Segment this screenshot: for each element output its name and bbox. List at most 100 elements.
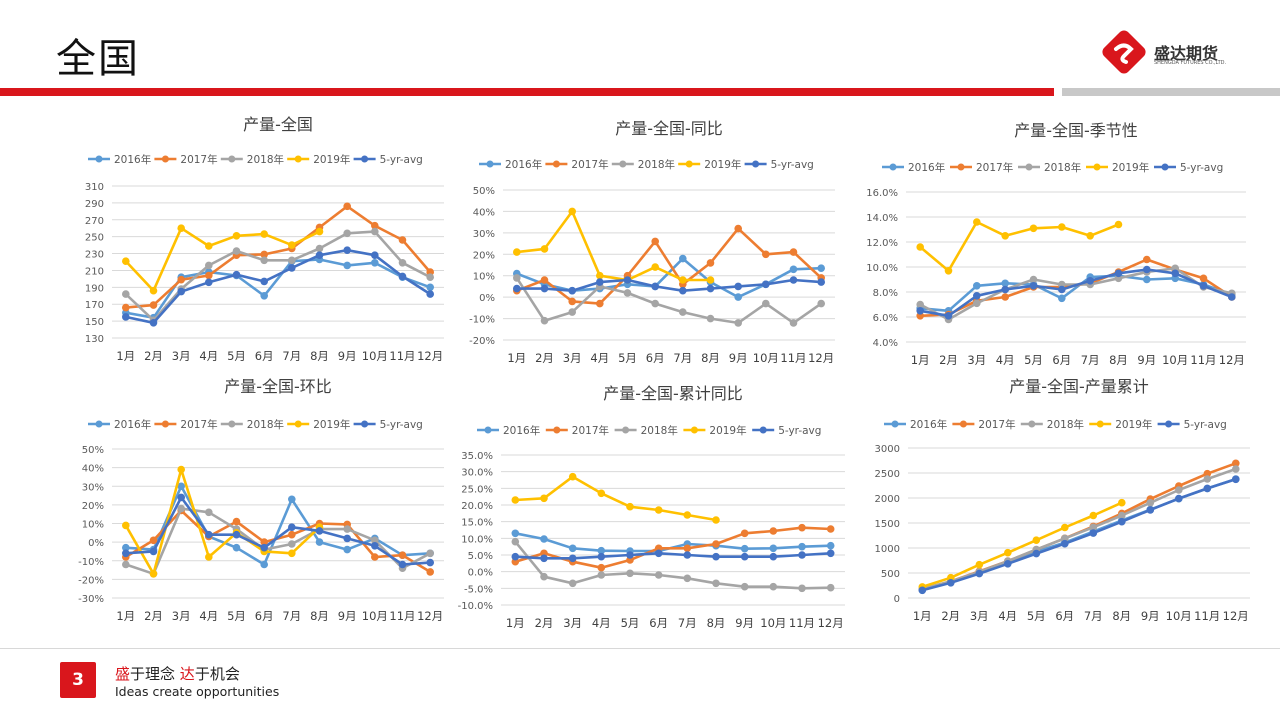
chart-6: 产量-全国-产量累计 2016年 2017年 2018年 2019年 5-yr-avg 0 5… xyxy=(875,377,1250,623)
data-point xyxy=(1029,224,1038,233)
data-point xyxy=(260,543,268,552)
data-point xyxy=(817,264,825,272)
data-point xyxy=(540,276,549,284)
legend-marker xyxy=(957,163,965,171)
data-point xyxy=(426,273,435,281)
data-point xyxy=(232,232,241,240)
data-point xyxy=(1143,275,1151,284)
y-tick-label: -10% xyxy=(469,315,495,326)
x-tick-label: 11月 xyxy=(389,609,415,623)
legend-marker xyxy=(161,155,169,163)
x-tick-label: 3月 xyxy=(172,349,191,363)
y-tick-label: 35.0% xyxy=(461,451,493,462)
data-point xyxy=(149,319,158,327)
brand-subtitle: SHENGDA FUTURES CO.,LTD. xyxy=(1154,60,1227,66)
y-tick-label: -10.0% xyxy=(458,601,493,612)
x-tick-label: 10月 xyxy=(753,351,779,365)
data-point xyxy=(654,506,663,514)
legend-label: 5-yr-avg xyxy=(1180,162,1223,174)
x-tick-label: 5月 xyxy=(1024,353,1043,367)
data-point xyxy=(122,290,130,298)
series-line xyxy=(921,478,1237,592)
data-point xyxy=(769,552,778,561)
legend-marker xyxy=(1165,420,1173,428)
series-line xyxy=(516,210,711,282)
data-point xyxy=(371,221,379,230)
x-tick-label: 11月 xyxy=(780,351,806,365)
x-tick-label: 1月 xyxy=(913,609,932,623)
series-line xyxy=(125,205,432,309)
x-tick-label: 12月 xyxy=(808,351,834,365)
data-point xyxy=(1086,277,1094,285)
data-point xyxy=(762,299,770,308)
data-point xyxy=(1175,486,1183,494)
data-point xyxy=(1029,282,1038,290)
data-point xyxy=(975,569,984,578)
data-point xyxy=(1004,560,1012,568)
y-tick-label: 4.0% xyxy=(873,338,898,349)
data-point xyxy=(288,264,296,272)
x-tick-label: 6月 xyxy=(646,351,665,365)
x-tick-label: 10月 xyxy=(362,609,388,623)
legend-label: 2018年 xyxy=(247,153,284,166)
x-tick-label: 12月 xyxy=(818,616,844,630)
data-point xyxy=(1146,506,1155,514)
legend-label: 2016年 xyxy=(505,158,542,171)
data-point xyxy=(1061,534,1069,543)
data-point xyxy=(540,554,548,563)
data-point xyxy=(371,259,379,267)
data-point xyxy=(1032,536,1041,544)
data-point xyxy=(973,299,981,308)
data-point xyxy=(232,247,241,255)
x-tick-label: 5月 xyxy=(1027,609,1046,623)
data-point xyxy=(826,583,835,592)
chart-title: 产量-全国-环比 xyxy=(224,377,332,396)
series-line xyxy=(514,526,831,569)
data-point xyxy=(1175,494,1183,503)
data-point xyxy=(712,516,720,524)
data-point xyxy=(789,265,798,274)
y-tick-label: 50% xyxy=(82,445,104,456)
data-point xyxy=(540,572,548,581)
legend-marker xyxy=(959,420,967,428)
data-point xyxy=(789,248,798,256)
x-tick-label: 8月 xyxy=(707,616,726,630)
data-point xyxy=(232,543,241,552)
y-tick-label: 130 xyxy=(85,334,104,345)
data-point xyxy=(597,571,606,579)
data-point xyxy=(260,277,268,286)
series-line xyxy=(124,230,431,322)
legend-marker xyxy=(228,155,236,163)
y-tick-label: 2500 xyxy=(875,469,900,480)
data-point xyxy=(597,552,606,561)
data-point xyxy=(513,274,521,282)
data-point xyxy=(1089,523,1098,532)
data-point xyxy=(826,549,835,558)
series-line xyxy=(514,540,831,590)
slogan-part-4: 于机会 xyxy=(194,665,240,683)
header-divider-red xyxy=(0,88,1054,96)
x-tick-label: 4月 xyxy=(199,609,218,623)
data-point xyxy=(260,292,268,300)
y-tick-label: 12.0% xyxy=(866,238,898,249)
x-tick-label: 6月 xyxy=(649,616,668,630)
data-point xyxy=(288,495,296,504)
data-point xyxy=(260,560,268,569)
x-tick-label: 6月 xyxy=(255,349,274,363)
data-point xyxy=(205,242,213,250)
x-tick-label: 1月 xyxy=(116,349,135,363)
y-tick-label: 10.0% xyxy=(461,534,493,545)
x-tick-label: 7月 xyxy=(282,609,301,623)
legend-marker xyxy=(95,420,103,428)
data-point xyxy=(177,482,185,491)
chart-title: 产量-全国 xyxy=(243,115,313,134)
x-tick-label: 7月 xyxy=(1084,609,1103,623)
y-tick-label: 290 xyxy=(85,199,104,210)
series-line xyxy=(516,278,822,292)
data-point xyxy=(122,257,130,265)
y-tick-label: 0% xyxy=(479,293,495,304)
data-point xyxy=(260,250,268,259)
x-tick-label: 10月 xyxy=(1166,609,1192,623)
y-tick-label: 8.0% xyxy=(873,288,898,299)
